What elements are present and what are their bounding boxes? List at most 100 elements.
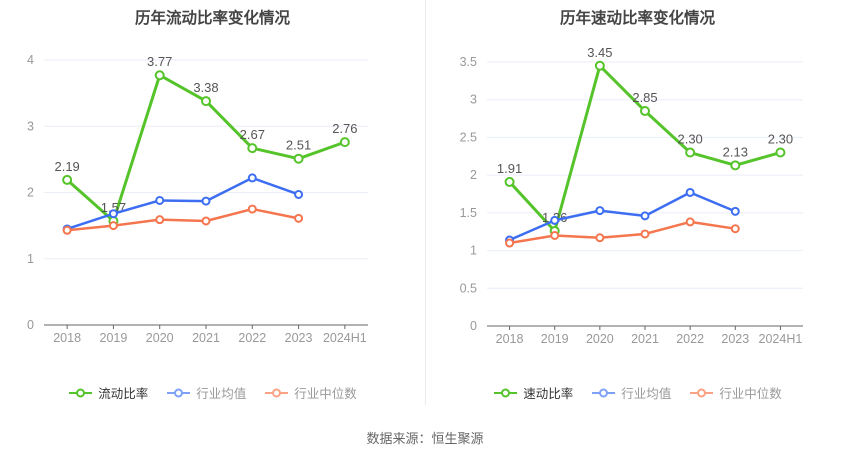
data-label: 3.77 xyxy=(147,54,172,69)
y-axis-label: 0 xyxy=(470,319,477,333)
data-point xyxy=(108,209,118,219)
legend-line-marker-icon xyxy=(69,388,93,397)
x-axis-label: 2022 xyxy=(238,331,266,345)
data-point xyxy=(294,213,304,223)
legend-line-marker-icon xyxy=(494,388,518,397)
legend-line-marker-icon xyxy=(265,388,289,397)
x-axis-label: 2024H1 xyxy=(759,332,803,346)
data-label: 2.67 xyxy=(240,127,265,142)
y-axis-label: 2 xyxy=(470,168,477,182)
y-axis-label: 2.5 xyxy=(460,130,477,144)
data-point xyxy=(155,195,165,205)
legend-label: 速动比率 xyxy=(523,387,574,401)
current-ratio-legend: 流动比率 行业均值 行业中位数 xyxy=(0,383,425,402)
data-point xyxy=(247,173,257,183)
quick-ratio-chart-plot[interactable]: 0 0.5 1 1.5 2 2.5 3 3.5 2018 2019 2020 2021 2022 2023… xyxy=(425,0,850,360)
data-point xyxy=(685,217,695,227)
data-point xyxy=(155,215,165,225)
legend-item-流动比率[interactable]: 流动比率 xyxy=(68,383,148,402)
data-label: 1.91 xyxy=(497,161,522,176)
data-label: 3.38 xyxy=(193,80,218,95)
data-point xyxy=(730,224,740,234)
series-line-行业均值 xyxy=(65,176,300,231)
legend-line-marker-icon xyxy=(167,388,191,397)
data-point xyxy=(685,147,696,158)
x-axis-label: 2020 xyxy=(586,332,614,346)
legend-item-行业均值[interactable]: 行业均值 xyxy=(591,383,671,402)
legend-label: 行业中位数 xyxy=(294,387,357,401)
legend-label: 行业均值 xyxy=(621,387,672,401)
data-label: 2.85 xyxy=(632,90,657,105)
legend-label: 流动比率 xyxy=(98,387,149,401)
y-axis-label: 1.5 xyxy=(460,206,477,220)
data-label: 3.45 xyxy=(587,45,612,60)
y-axis-label: 1 xyxy=(470,244,477,258)
current-ratio-chart-title: 历年流动比率变化情况 xyxy=(134,10,290,27)
y-axis-label: 2 xyxy=(27,186,34,200)
y-axis-label: 0.5 xyxy=(460,281,477,295)
data-point xyxy=(339,137,350,148)
x-axis-label: 2024H1 xyxy=(323,331,367,345)
series-line-行业中位数 xyxy=(508,220,737,245)
data-label: 2.51 xyxy=(286,138,311,153)
y-axis-label: 1 xyxy=(27,252,34,266)
data-point xyxy=(294,189,304,199)
y-axis-label: 0 xyxy=(27,318,34,332)
y-axis-label: 4 xyxy=(27,53,34,67)
quick-ratio-chart-title: 历年速动比率变化情况 xyxy=(559,10,715,27)
series-line-行业均值 xyxy=(508,191,737,242)
data-point xyxy=(201,216,211,226)
data-label: 2.13 xyxy=(723,144,748,159)
data-point xyxy=(247,204,257,214)
x-axis-label: 2019 xyxy=(100,331,128,345)
legend-label: 行业均值 xyxy=(196,387,247,401)
data-point xyxy=(594,60,605,71)
data-point xyxy=(595,206,605,216)
data-point xyxy=(640,229,650,239)
data-point xyxy=(550,215,560,225)
x-axis-label: 2019 xyxy=(541,332,569,346)
data-point xyxy=(504,176,515,187)
data-source-note: 数据来源：恒生聚源 xyxy=(366,431,484,446)
x-axis-label: 2023 xyxy=(721,332,749,346)
data-point xyxy=(775,147,786,158)
data-label: 2.19 xyxy=(54,159,79,174)
x-axis-label: 2018 xyxy=(53,331,81,345)
y-axis-label: 3 xyxy=(470,93,477,107)
data-point xyxy=(62,225,72,235)
data-point xyxy=(595,233,605,243)
y-axis-label: 3.5 xyxy=(460,55,477,69)
legend-item-行业均值[interactable]: 行业均值 xyxy=(166,383,246,402)
series-line-行业中位数 xyxy=(65,207,300,232)
data-point xyxy=(108,221,118,231)
data-point xyxy=(550,230,560,240)
legend-item-行业中位数[interactable]: 行业中位数 xyxy=(264,383,357,402)
data-point xyxy=(247,143,258,154)
data-point xyxy=(154,70,165,81)
x-axis-label: 2021 xyxy=(192,331,220,345)
data-point xyxy=(293,153,304,164)
data-label: 2.76 xyxy=(332,121,357,136)
quick-ratio-chart-panel: 0 0.5 1 1.5 2 2.5 3 3.5 2018 2019 2020 2021 2022 2023… xyxy=(425,0,850,405)
data-label: 2.30 xyxy=(768,132,793,147)
x-axis-label: 2018 xyxy=(496,332,524,346)
x-axis-label: 2023 xyxy=(285,331,313,345)
y-axis-label: 3 xyxy=(27,119,34,133)
data-point xyxy=(685,187,695,197)
data-point xyxy=(201,196,211,206)
legend-item-速动比率[interactable]: 速动比率 xyxy=(493,383,573,402)
data-point xyxy=(640,211,650,221)
legend-label: 行业中位数 xyxy=(719,387,782,401)
data-point xyxy=(640,106,650,117)
quick-ratio-legend: 速动比率 行业均值 行业中位数 xyxy=(425,383,850,402)
data-point xyxy=(730,160,741,171)
legend-line-marker-icon xyxy=(592,388,616,397)
data-label: 2.30 xyxy=(677,132,702,147)
data-point xyxy=(505,238,515,248)
legend-item-行业中位数[interactable]: 行业中位数 xyxy=(689,383,782,402)
data-point xyxy=(62,174,73,185)
panel-divider xyxy=(425,0,426,405)
data-point xyxy=(201,96,211,107)
